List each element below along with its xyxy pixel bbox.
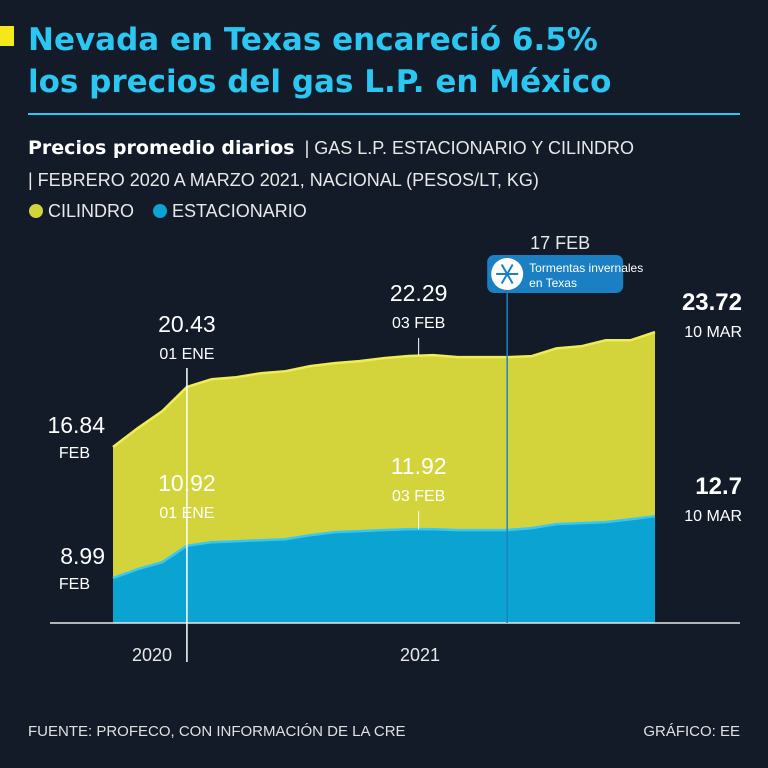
legend-label: CILINDRO xyxy=(48,201,134,221)
source: FUENTE: PROFECO, CON INFORMACIÓN DE LA C… xyxy=(28,723,406,740)
category-label: FEB xyxy=(59,445,90,462)
legend-swatch xyxy=(29,204,43,218)
category-label: 10 MAR xyxy=(684,324,742,341)
event-badge xyxy=(487,255,624,293)
value-label: 16.84 xyxy=(47,412,105,438)
value-label: 20.43 xyxy=(158,311,216,337)
value-label: 8.99 xyxy=(60,543,105,569)
category-label: 01 ENE xyxy=(159,346,214,363)
snowflake-stroke xyxy=(500,263,514,285)
series-line xyxy=(112,330,656,448)
category-label: FEB xyxy=(59,576,90,593)
value-label: 11.92 xyxy=(391,453,447,479)
accent-square xyxy=(0,26,14,46)
chart-title: los precios del gas L.P. en México xyxy=(28,64,611,100)
year-label: 2021 xyxy=(400,645,440,665)
event-label: Tormentas invernales xyxy=(529,261,643,275)
legend-label: ESTACIONARIO xyxy=(172,201,307,221)
category-label: 03 FEB xyxy=(392,488,445,505)
value-label: 12.7 xyxy=(695,473,742,500)
subtitle-text: | FEBRERO 2020 A MARZO 2021, NACIONAL (P… xyxy=(28,170,539,190)
subtitle-text: | GAS L.P. ESTACIONARIO Y CILINDRO xyxy=(305,138,634,158)
category-label: 01 ENE xyxy=(159,505,214,522)
category-label: 03 FEB xyxy=(392,315,445,332)
year-label: 2020 xyxy=(132,645,172,665)
category-label: 10 MAR xyxy=(684,508,742,525)
legend-swatch xyxy=(153,204,168,218)
subtitle-bold: Precios promedio diarios xyxy=(28,137,295,159)
value-label: 23.72 xyxy=(682,289,742,316)
credit: GRÁFICO: EE xyxy=(643,723,740,740)
event-date: 17 FEB xyxy=(530,233,590,253)
chart-title: Nevada en Texas encareció 6.5% xyxy=(28,22,598,58)
event-label: en Texas xyxy=(529,276,577,290)
area-fill xyxy=(113,516,655,623)
subtitle: Precios promedio diarios | GAS L.P. ESTAC… xyxy=(28,137,634,159)
value-label: 10.92 xyxy=(158,470,216,496)
series-line xyxy=(112,514,656,580)
value-label: 22.29 xyxy=(390,280,448,306)
